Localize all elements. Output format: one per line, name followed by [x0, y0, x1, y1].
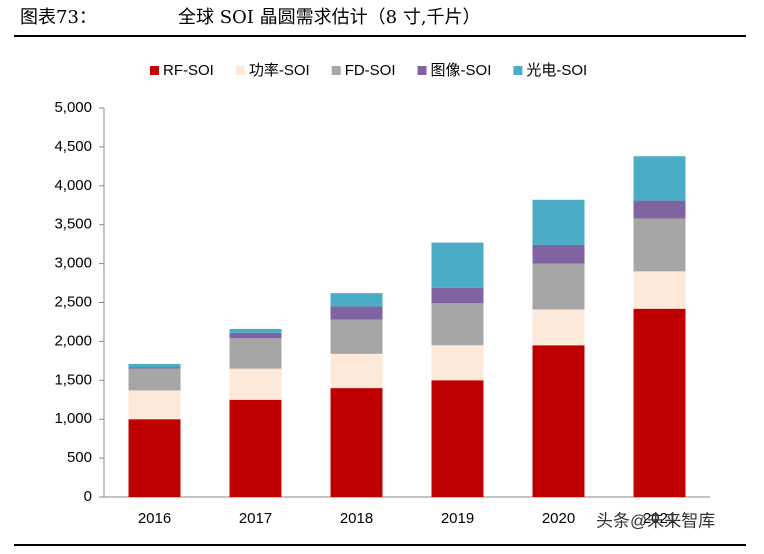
y-tick-label: 3,500: [54, 216, 92, 233]
bar-segment: [532, 309, 585, 346]
bar-segment: [532, 199, 585, 245]
legend-label: FD-SOI: [345, 62, 396, 79]
bar-segment: [633, 308, 686, 497]
x-tick-label: 2020: [542, 510, 575, 527]
y-tick-label: 4,000: [54, 177, 92, 194]
y-tick-label: 2,500: [54, 293, 92, 310]
legend-label: RF-SOI: [163, 62, 214, 79]
y-tick-label: 500: [67, 449, 92, 466]
bar-segment: [330, 293, 383, 307]
bar-segment: [330, 388, 383, 497]
bar-segment: [431, 345, 484, 381]
bar-segment: [633, 156, 686, 201]
bar-segment: [633, 218, 686, 272]
bar-segment: [431, 242, 484, 288]
bar-segment: [431, 303, 484, 346]
bar-segment: [532, 263, 585, 310]
bar-segment: [633, 200, 686, 219]
bar-segment: [128, 368, 181, 391]
bar-segment: [128, 367, 181, 369]
legend-label: 功率-SOI: [249, 62, 310, 79]
x-tick-label: 2021: [643, 510, 676, 527]
chart-title: 全球 SOI 晶圆需求估计（8 寸,千片）: [178, 7, 481, 28]
bar-segment: [431, 287, 484, 304]
y-tick-label: 0: [84, 488, 92, 505]
y-tick-label: 1,000: [54, 410, 92, 427]
bar-segment: [229, 399, 282, 497]
x-tick-label: 2018: [340, 510, 373, 527]
bar-segment: [532, 244, 585, 264]
bar-segment: [330, 306, 383, 320]
watermark: 头条@未来智库: [596, 511, 715, 530]
x-tick-label: 2017: [239, 510, 272, 527]
legend-swatch: [235, 66, 245, 75]
bar-segment: [330, 353, 383, 389]
y-tick-label: 5,000: [54, 99, 92, 116]
bar-segment: [431, 380, 484, 497]
x-tick-label: 2019: [441, 510, 474, 527]
bar-segment: [229, 368, 282, 400]
bar-segment: [633, 271, 686, 309]
y-tick-label: 4,500: [54, 138, 92, 155]
bar-segment: [229, 328, 282, 333]
bar-segment: [229, 332, 282, 339]
legend-swatch: [417, 66, 427, 75]
y-tick-label: 1,500: [54, 371, 92, 388]
bar-segment: [128, 363, 181, 368]
legend-swatch: [513, 66, 523, 75]
figure-label: 图表73：: [20, 7, 97, 28]
bar-segment: [532, 345, 585, 497]
legend-swatch: [150, 66, 159, 75]
legend-label: 图像-SOI: [431, 62, 492, 79]
y-tick-label: 3,000: [54, 255, 92, 272]
bar-segment: [330, 319, 383, 354]
bar-segment: [128, 419, 181, 497]
y-tick-label: 2,000: [54, 332, 92, 349]
x-tick-label: 2016: [138, 510, 171, 527]
bar-segment: [128, 390, 181, 420]
legend-label: 光电-SOI: [526, 62, 587, 79]
legend-swatch: [331, 66, 341, 75]
bar-segment: [229, 338, 282, 369]
